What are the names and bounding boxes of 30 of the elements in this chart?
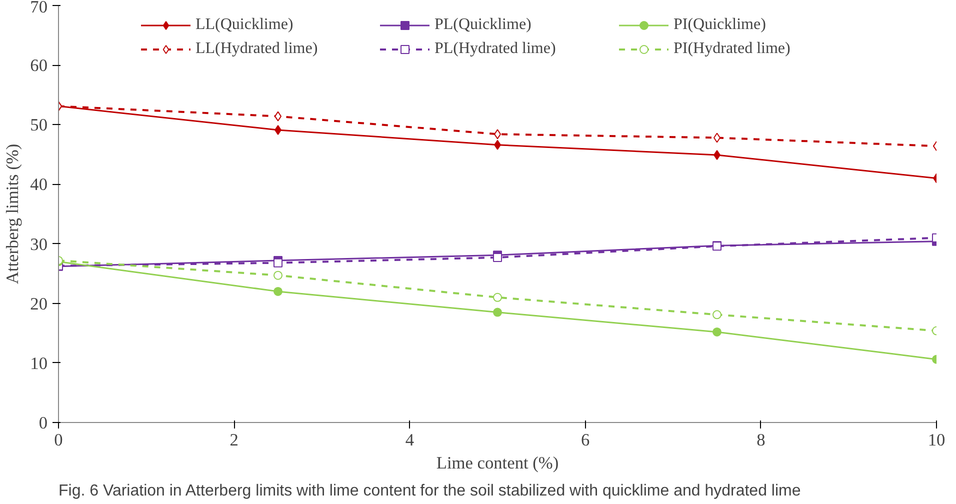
y-tick-label: 20: [30, 294, 48, 314]
x-tick-label: 2: [230, 430, 238, 450]
legend-label: PL(Hydrated lime): [434, 40, 557, 58]
legend-label: LL(Quicklime): [196, 16, 294, 34]
point: [274, 258, 282, 268]
legend-label: PI(Hydrated lime): [674, 40, 792, 58]
y-tick-label: 0: [38, 414, 48, 432]
y-tick-label: 40: [30, 175, 48, 194]
x-tick-label: 0: [54, 430, 63, 450]
caption: Fig. 6 Variation in Atterberg limits with lime content for the soil stabilized with quicklime and hydrated lime: [58, 482, 801, 500]
point: [712, 327, 722, 336]
point: [274, 270, 282, 280]
y-tick-label: 70: [30, 0, 48, 16]
x-tick-label: 8: [756, 430, 766, 450]
point: [274, 286, 282, 296]
x-tick-label: 10: [928, 430, 946, 450]
y-tick-label: 30: [30, 234, 48, 254]
point: [493, 292, 502, 302]
y-tick-label: 10: [30, 354, 48, 373]
point: [712, 310, 722, 320]
x-axis-title: Lime content (%): [436, 454, 559, 472]
point: [493, 308, 502, 317]
y-axis-title: Atterberg limits (%): [3, 144, 22, 284]
y-tick-label: 50: [30, 116, 48, 135]
legend-label: LL(Hydrated lime): [196, 40, 319, 58]
y-tick-label: 60: [30, 56, 48, 76]
x-tick-label: 4: [405, 430, 414, 450]
legend-label: PL(Quicklime): [434, 16, 532, 34]
x-tick-label: 6: [580, 430, 590, 450]
legend-label: PI(Quicklime): [674, 16, 767, 34]
